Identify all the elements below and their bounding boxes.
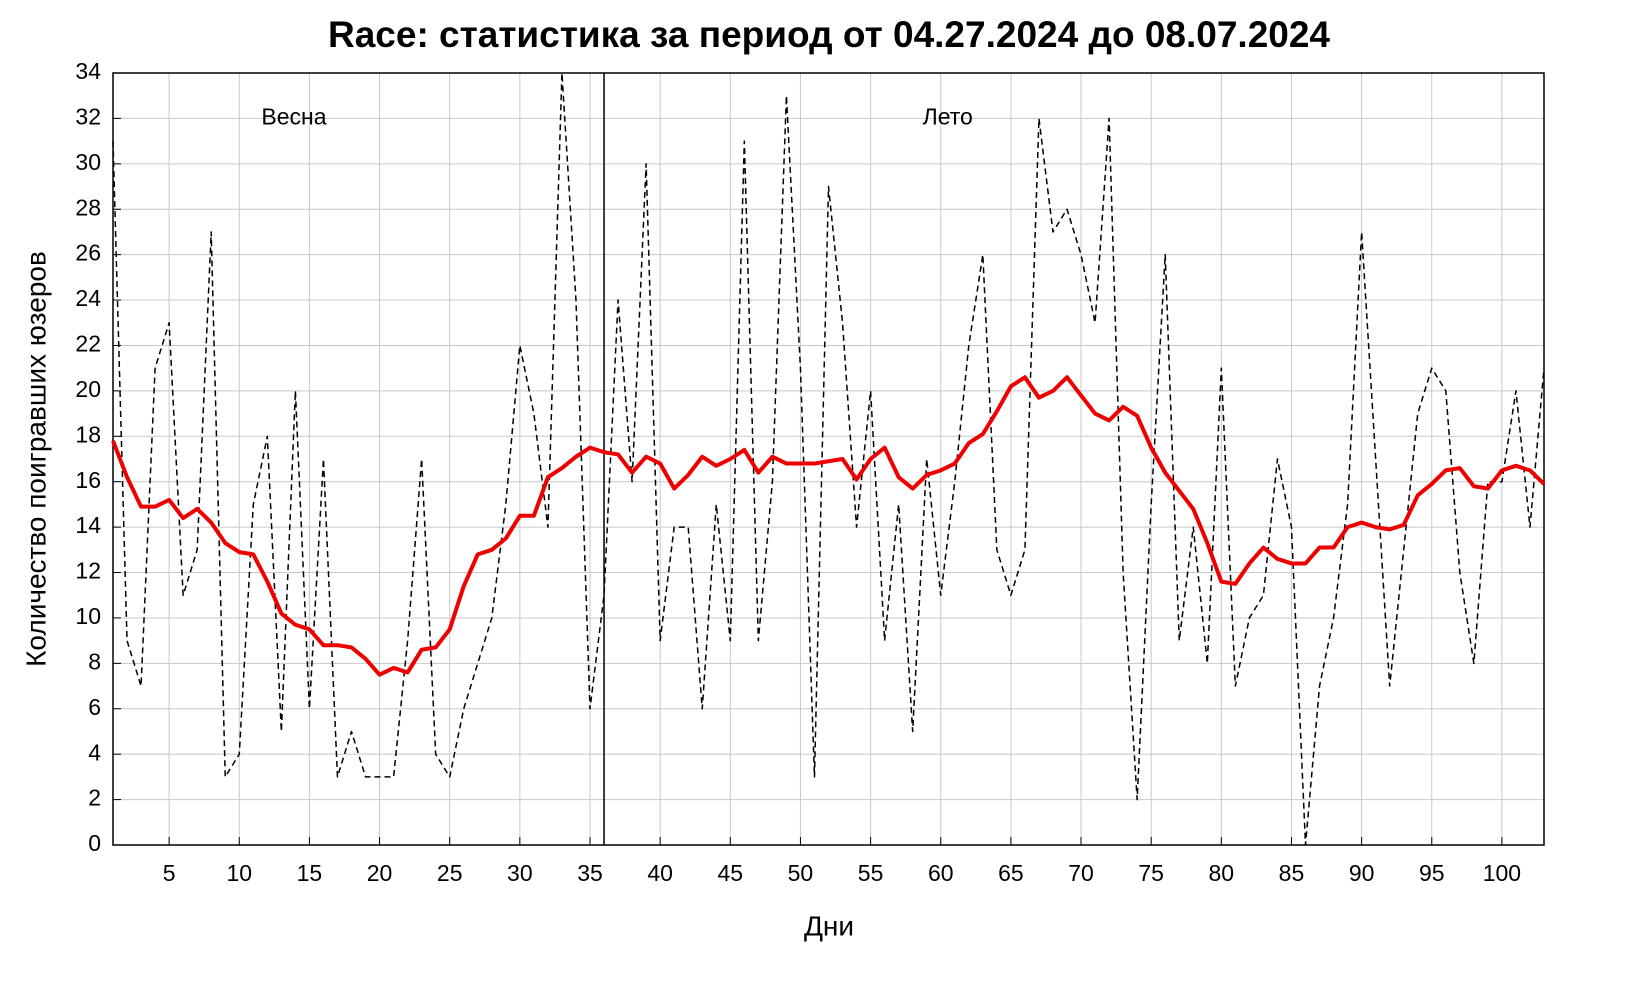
y-tick-label: 26 — [75, 240, 101, 266]
y-tick-label: 8 — [88, 648, 101, 674]
x-tick-label: 15 — [297, 860, 323, 886]
y-tick-label: 24 — [75, 285, 101, 311]
x-tick-label: 30 — [507, 860, 533, 886]
x-tick-label: 75 — [1138, 860, 1164, 886]
x-tick-label: 5 — [163, 860, 176, 886]
y-tick-label: 4 — [88, 739, 101, 765]
y-tick-label: 28 — [75, 194, 101, 220]
annotation: Лето — [923, 103, 973, 129]
x-tick-label: 40 — [647, 860, 673, 886]
y-tick-label: 20 — [75, 376, 101, 402]
y-tick-label: 34 — [75, 58, 101, 84]
x-tick-label: 45 — [717, 860, 743, 886]
series-line — [111, 375, 1546, 677]
x-tick-label: 100 — [1483, 860, 1521, 886]
y-tick-label: 30 — [75, 149, 101, 175]
y-tick-label: 14 — [75, 512, 101, 538]
x-axis-label: Дни — [804, 910, 854, 941]
y-tick-label: 0 — [88, 830, 101, 856]
x-tick-label: 25 — [437, 860, 463, 886]
annotation: Весна — [261, 103, 326, 129]
y-tick-label: 18 — [75, 421, 101, 447]
x-tick-label: 90 — [1349, 860, 1375, 886]
y-tick-label: 2 — [88, 785, 101, 811]
y-tick-label: 32 — [75, 103, 101, 129]
y-tick-label: 6 — [88, 694, 101, 720]
y-tick-label: 22 — [75, 331, 101, 357]
y-tick-label: 16 — [75, 467, 101, 493]
plot-frame — [112, 72, 1545, 846]
x-tick-label: 65 — [998, 860, 1024, 886]
x-tick-label: 55 — [858, 860, 884, 886]
y-tick-label: 10 — [75, 603, 101, 629]
x-tick-label: 85 — [1279, 860, 1305, 886]
x-tick-label: 20 — [367, 860, 393, 886]
x-tick-label: 95 — [1419, 860, 1445, 886]
x-tick-label: 50 — [788, 860, 814, 886]
series-line — [112, 72, 1545, 846]
x-tick-label: 10 — [226, 860, 252, 886]
x-tick-label: 60 — [928, 860, 954, 886]
x-tick-label: 80 — [1209, 860, 1235, 886]
x-tick-label: 35 — [577, 860, 603, 886]
y-tick-label: 12 — [75, 558, 101, 584]
chart-title: Race: статистика за период от 04.27.2024… — [328, 14, 1330, 55]
x-tick-label: 70 — [1068, 860, 1094, 886]
y-axis-label: Количество поигравших юзеров — [20, 251, 51, 667]
